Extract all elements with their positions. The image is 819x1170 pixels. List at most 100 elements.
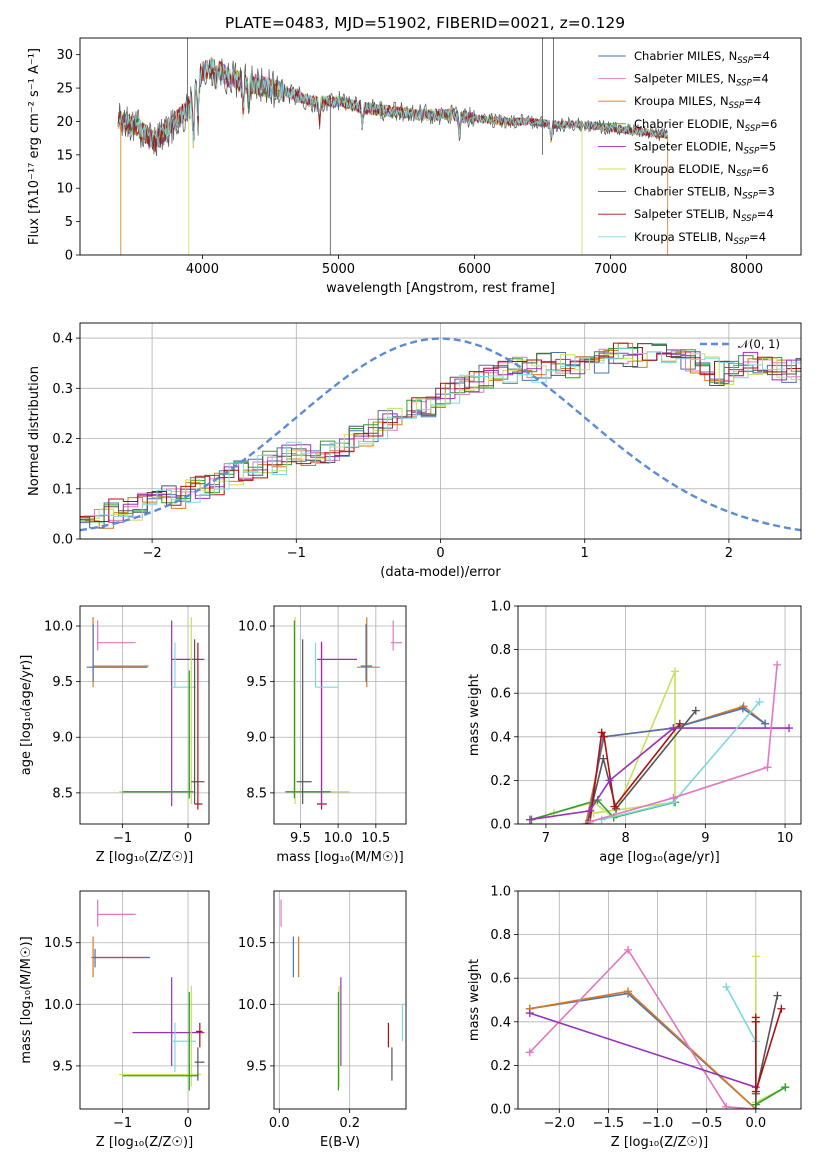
weight-marker <box>624 945 633 954</box>
weight-marker <box>600 732 609 741</box>
y-tick-label: 10.0 <box>44 998 73 1013</box>
weight-line <box>755 1086 786 1106</box>
weight-marker <box>669 724 678 733</box>
weight-marker <box>722 982 731 991</box>
x-tick-label: 9 <box>701 831 709 846</box>
legend-entry: Kroupa MILES, NSSP=4 <box>634 94 761 111</box>
y-tick-label: 0.0 <box>52 533 73 548</box>
panel-age_vs_Z: −1 0 8.5 9.0 9.5 10.0 Z [log₁₀(Z/Z☉)] age [log₁… <box>19 605 210 865</box>
errorbar-point-chabrier-stelib <box>194 1047 205 1081</box>
legend-name: Kroupa ELODIE, N <box>634 162 736 176</box>
spectrum-line-salpeter-stelib <box>117 60 668 152</box>
y-tick-label: 15 <box>56 148 73 163</box>
legend-count: =5 <box>759 139 776 153</box>
y-tick-label: 0.0 <box>490 818 511 833</box>
legend-entry: Chabrier ELODIE, NSSP=6 <box>634 117 777 134</box>
weight-marker <box>585 806 594 815</box>
weight-marker <box>669 793 678 802</box>
errorbar-point-salpeter-miles <box>390 620 403 651</box>
panel-mass_vs_EBV: 0.0 0.2 9.5 10.0 10.5 E(B-V) <box>238 890 407 1150</box>
weight-marker <box>525 1048 534 1057</box>
y-axis-label: Flux [fλ10⁻¹⁷ erg cm⁻² s⁻¹ A⁻¹] <box>27 48 42 245</box>
weight-marker <box>610 802 619 811</box>
legend-entry: Kroupa STELIB, NSSP=4 <box>634 230 766 247</box>
errorbar-point-salpeter-elodie <box>171 620 205 807</box>
weight-marker <box>751 1087 760 1096</box>
x-tick-label: 0.0 <box>269 1116 290 1131</box>
x-tick-label: 10.0 <box>324 831 353 846</box>
y-tick-label: 9.5 <box>246 1059 267 1074</box>
x-tick-label: −2.0 <box>543 1116 575 1131</box>
legend-entry: Salpeter STELIB, NSSP=4 <box>634 207 774 224</box>
x-tick-label: 10.5 <box>361 831 390 846</box>
legend-entry: Salpeter ELODIE, NSSP=5 <box>634 139 776 156</box>
weight-series-salpeter-miles <box>585 660 782 824</box>
axes-frame <box>79 605 210 825</box>
spectrum-line-chabrier-stelib <box>117 57 668 157</box>
weight-marker <box>777 1004 786 1013</box>
x-tick-label: 4000 <box>186 262 219 277</box>
weight-series-salpeter-elodie <box>525 724 794 824</box>
legend-entry: Salpeter MILES, NSSP=4 <box>634 72 769 89</box>
figure-title: PLATE=0483, MJD=51902, FIBERID=0021, z=0… <box>225 14 625 32</box>
weight-marker <box>763 763 772 772</box>
histogram-kroupa-stelib <box>84 347 801 518</box>
weight-marker <box>605 776 614 785</box>
plot-area <box>91 899 205 1091</box>
y-tick-label: 0.6 <box>490 687 511 702</box>
legend-name: Chabrier ELODIE, N <box>634 117 745 131</box>
plot-area <box>525 660 794 824</box>
weight-marker <box>773 991 782 1000</box>
x-tick-label: 0.2 <box>339 1116 360 1131</box>
errorbar-point-salpeter-stelib <box>194 642 203 810</box>
weight-marker <box>525 1009 534 1018</box>
y-tick-label: 10.0 <box>238 620 267 635</box>
x-tick-label: −1 <box>287 546 306 561</box>
legend-count: =3 <box>758 185 775 199</box>
x-tick-label: 0 <box>436 546 444 561</box>
y-tick-label: 8.5 <box>52 786 73 801</box>
errorbar-point-kroupa-elodie <box>119 985 202 1087</box>
x-axis-label: wavelength [Angstrom, rest frame] <box>326 281 555 296</box>
x-tick-label: 7 <box>542 831 550 846</box>
y-tick-label: 5 <box>65 215 73 230</box>
weight-marker <box>738 704 747 713</box>
y-tick-label: 0.4 <box>490 730 511 745</box>
axes-frame <box>273 605 407 825</box>
y-axis-label: mass weight <box>467 959 482 1041</box>
errorbar-point-kroupa-stelib <box>314 642 339 688</box>
legend-name: Salpeter MILES, N <box>634 72 736 86</box>
x-axis-label: Z [log₁₀(Z/Z☉)] <box>96 850 193 865</box>
weight-marker <box>785 724 794 733</box>
legend-count: =6 <box>752 162 769 176</box>
y-tick-label: 10.5 <box>44 936 73 951</box>
legend-count: =4 <box>749 230 766 244</box>
panel-mass_weight_vs_Z: −2.0 −1.5 −1.0 −0.5 0.0 0.0 0.2 0.4 0.6 0.8 1.0 Z [… <box>467 885 802 1150</box>
errorbar-point-kroupa-miles <box>356 617 380 688</box>
x-axis-label: (data-model)/error <box>380 565 501 580</box>
weight-line <box>589 664 778 823</box>
legend-name: Salpeter STELIB, N <box>634 207 741 221</box>
x-tick-label: −2 <box>143 546 162 561</box>
weight-marker <box>597 728 606 737</box>
y-tick-label: 0.4 <box>490 1015 511 1030</box>
y-axis-label: Normed distribution <box>27 366 42 496</box>
x-tick-label: 0.0 <box>745 1116 766 1131</box>
errorbar-point-salpeter-elodie <box>132 977 205 1066</box>
legend-entry: Chabrier MILES, NSSP=4 <box>634 49 770 66</box>
x-axis-label: E(B-V) <box>320 1135 360 1150</box>
y-tick-label: 0.4 <box>52 332 73 347</box>
legend-subscript: SSP <box>742 192 758 202</box>
plot-area <box>80 337 801 532</box>
y-tick-label: 8.5 <box>246 786 267 801</box>
y-tick-label: 10.0 <box>44 620 73 635</box>
panels: 4000 5000 6000 7000 8000051015202530waveleng… <box>19 37 802 1150</box>
weight-marker <box>781 1083 790 1092</box>
legend-entry: 𝒩(0, 1) <box>738 337 780 351</box>
y-tick-label: 9.0 <box>52 731 73 746</box>
x-axis-label: Z [log₁₀(Z/Z☉)] <box>96 1135 193 1150</box>
x-tick-label: 8000 <box>730 262 763 277</box>
errorbar-point-chabrier-elodie <box>122 991 198 1091</box>
